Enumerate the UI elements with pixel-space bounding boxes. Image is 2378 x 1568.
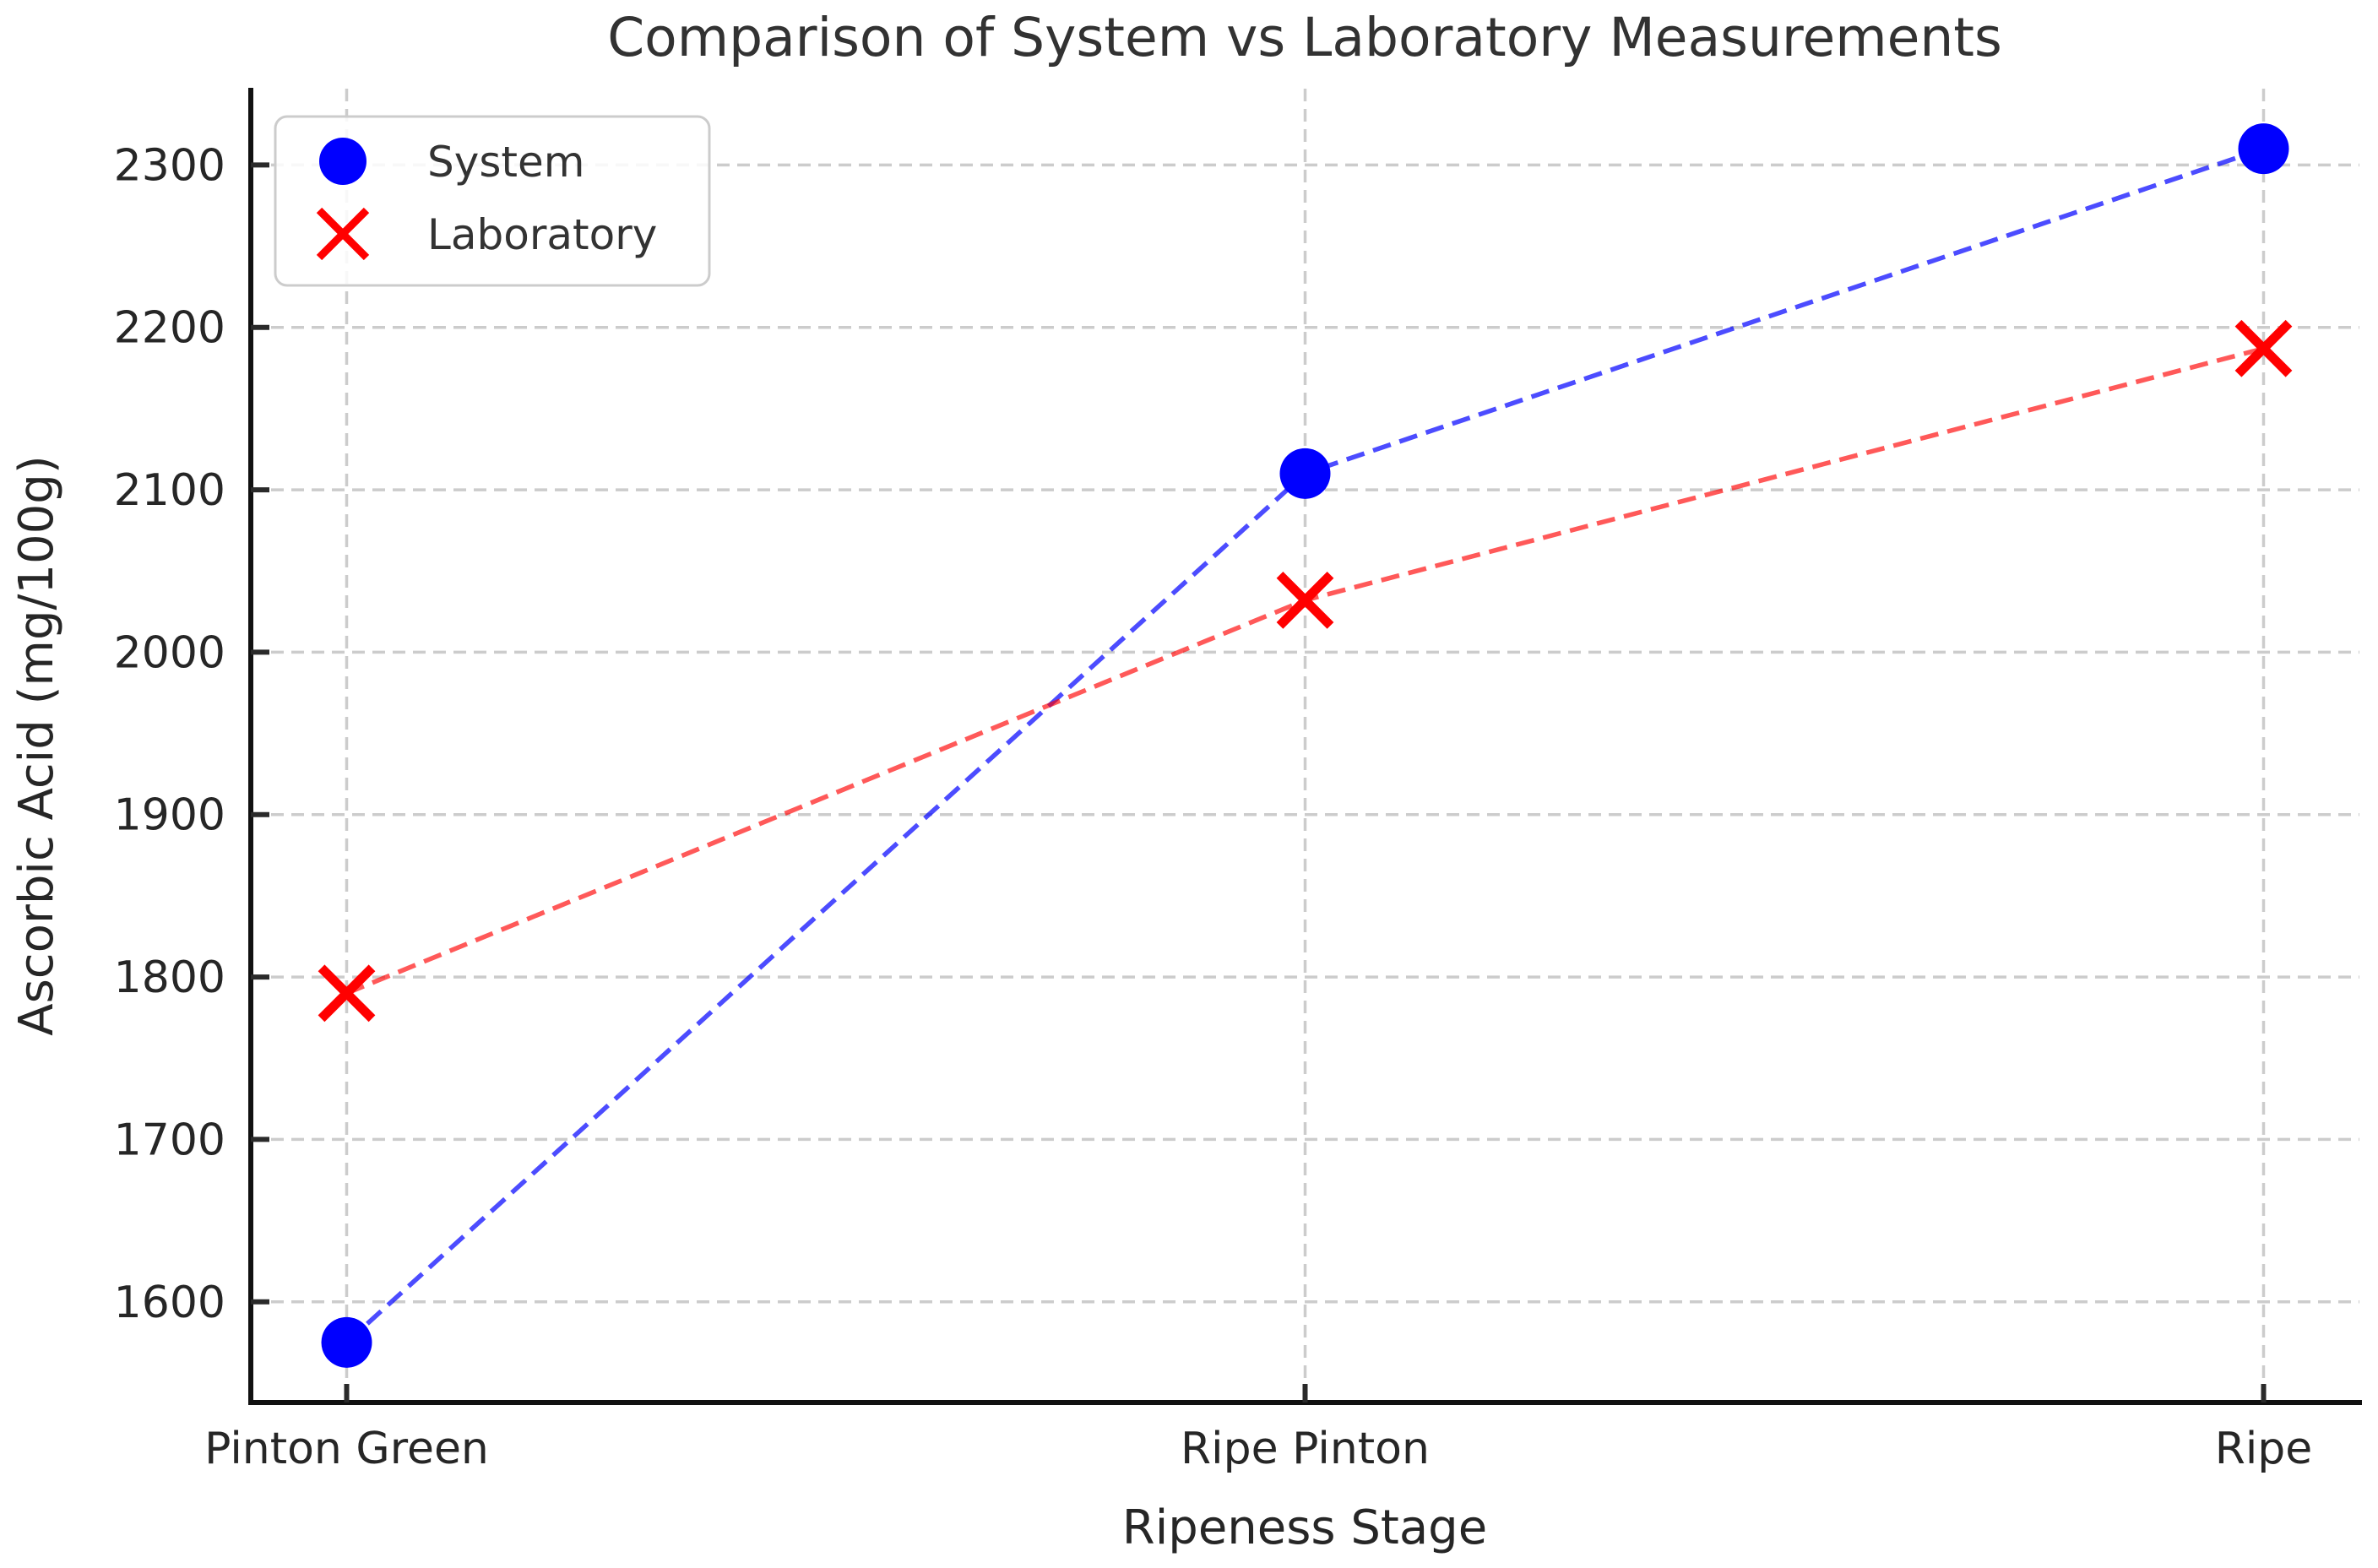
x-axis-label: Ripeness Stage	[1122, 1500, 1487, 1555]
marker-system-2	[2238, 123, 2289, 175]
legend-box	[274, 115, 711, 287]
x-category-label: Ripe	[2215, 1424, 2313, 1474]
legend-label-system: System	[427, 138, 584, 187]
y-tick-label: 1900	[114, 790, 225, 841]
data-series	[318, 123, 2293, 1368]
legend-label-laboratory: Laboratory	[427, 210, 657, 259]
x-category-label: Pinton Green	[204, 1424, 489, 1474]
axis-ticks	[251, 162, 2267, 1403]
marker-laboratory-2	[2234, 319, 2293, 377]
legend-swatch-laboratory	[316, 207, 370, 261]
marker-laboratory-1	[1276, 571, 1334, 629]
legend-swatch-system	[319, 138, 366, 185]
tick-labels: Pinton Green Ripe Pinton Ripe 1600 1700 1800 1…	[114, 140, 2313, 1474]
y-tick-label: 2000	[114, 627, 225, 678]
y-tick-label: 2200	[114, 303, 225, 354]
y-tick-label: 1800	[114, 952, 225, 1003]
legend-swatches	[316, 138, 370, 261]
y-axis-label: Ascorbic Acid (mg/100g)	[9, 455, 64, 1035]
x-category-label: Ripe Pinton	[1181, 1424, 1430, 1474]
y-tick-label: 2300	[114, 140, 225, 191]
y-tick-label: 2100	[114, 465, 225, 516]
marker-system-0	[321, 1316, 372, 1368]
y-tick-label: 1700	[114, 1115, 225, 1165]
y-tick-label: 1600	[114, 1278, 225, 1328]
marker-system-1	[1279, 448, 1331, 499]
gridlines	[251, 89, 2359, 1403]
chart-title: Comparison of System vs Laboratory Measu…	[607, 7, 2002, 68]
marker-laboratory-0	[318, 964, 376, 1023]
legend: System Laboratory	[274, 115, 711, 287]
